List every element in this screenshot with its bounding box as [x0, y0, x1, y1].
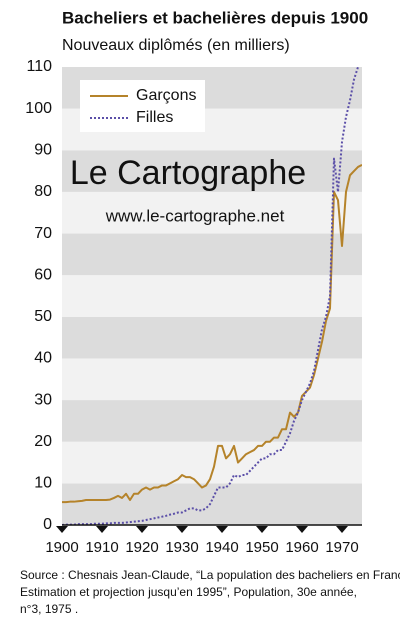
grid-band — [62, 400, 362, 442]
grid-band — [62, 316, 362, 359]
x-tick-label: 1960 — [285, 539, 318, 556]
y-tick-label: 60 — [34, 266, 52, 283]
x-tick-label: 1910 — [85, 539, 118, 556]
source-note: n°3, 1975 . — [20, 602, 78, 616]
x-tick-label: 1970 — [325, 539, 358, 556]
y-tick-label: 70 — [34, 225, 52, 242]
legend-label: Filles — [136, 109, 173, 126]
y-tick-label: 100 — [25, 100, 52, 117]
x-tick-mark — [56, 526, 68, 533]
series-line — [62, 67, 360, 525]
watermark: Le Cartographe — [70, 154, 306, 192]
y-tick-label: 10 — [34, 475, 52, 492]
grid-band — [62, 191, 362, 234]
x-tick-label: 1900 — [45, 539, 78, 556]
y-tick-label: 80 — [34, 183, 52, 200]
grid-band — [62, 441, 362, 484]
source-note: Source : Chesnais Jean-Claude, “La popul… — [20, 568, 400, 582]
y-tick-label: 90 — [34, 141, 52, 158]
y-tick-label: 50 — [34, 308, 52, 325]
series-line — [62, 163, 362, 504]
x-tick-label: 1930 — [165, 539, 198, 556]
x-tick-label: 1920 — [125, 539, 158, 556]
legend-label: Garçons — [136, 87, 196, 104]
grid-band — [62, 275, 362, 317]
x-tick-mark — [336, 526, 348, 533]
y-tick-label: 110 — [26, 58, 52, 75]
watermark-url: www.le-cartographe.net — [105, 206, 285, 225]
chart-subtitle: Nouveaux diplômés (en milliers) — [62, 37, 290, 54]
x-tick-label: 1950 — [245, 539, 278, 556]
x-tick-mark — [96, 526, 108, 533]
x-tick-mark — [216, 526, 228, 533]
chart-title: Bacheliers et bachelières depuis 1900 — [62, 8, 368, 27]
legend-box — [80, 80, 205, 132]
x-tick-label: 1940 — [205, 539, 238, 556]
grid-band — [62, 233, 362, 276]
grid-band — [62, 150, 362, 192]
x-tick-mark — [256, 526, 268, 533]
x-tick-mark — [136, 526, 148, 533]
y-tick-label: 40 — [34, 350, 52, 367]
source-note: Estimation et projection jusqu’en 1995”,… — [20, 585, 357, 599]
x-tick-mark — [296, 526, 308, 533]
y-tick-label: 30 — [34, 391, 52, 408]
y-tick-label: 20 — [34, 433, 52, 450]
x-tick-mark — [176, 526, 188, 533]
y-tick-label: 0 — [43, 516, 52, 533]
grid-band — [62, 483, 362, 525]
